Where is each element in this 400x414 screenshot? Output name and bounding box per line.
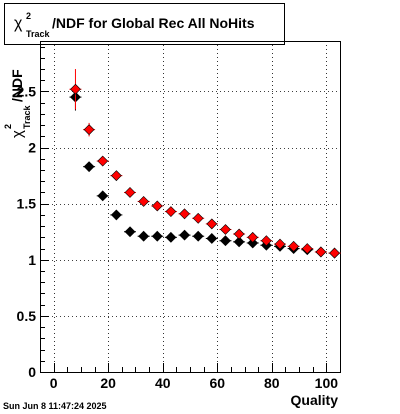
data-point [138,230,150,242]
plot-frame [40,41,341,373]
data-point [192,212,204,224]
y-tick-label: 0.5 [17,308,37,324]
data-point [138,196,150,207]
y-tick-label: 2.5 [17,83,37,99]
data-point [260,235,272,247]
data-point [329,247,340,259]
title-symbol: χ [14,15,23,32]
title-superscript: 2 [26,11,31,21]
y-tick-label: 1.5 [17,196,37,212]
data-marks [69,69,341,259]
data-point [70,83,81,95]
data-point [151,200,163,212]
data-point [83,124,95,136]
data-point [247,237,259,249]
title-subscript: Track [26,29,51,39]
svg-text:χ: χ [9,130,26,138]
footer-timestamp: Sun Jun 8 11:47:24 2025 [3,401,107,411]
x-tick-label: 100 [315,375,339,391]
data-point [247,231,259,243]
data-point [274,238,286,250]
data-point [83,161,95,173]
y-tick-label: 0 [28,364,36,380]
data-point [179,229,190,241]
data-point [165,206,177,217]
data-point [220,224,231,235]
data-point [233,236,245,248]
data-point [124,226,136,238]
data-point [151,230,163,242]
data-point [97,155,109,167]
data-point [110,209,122,221]
data-point [206,233,218,244]
data-point [315,246,327,258]
data-point [179,208,190,220]
data-point [124,187,136,198]
title-rest: /NDF for Global Rec All NoHits [52,15,255,31]
data-point [233,228,245,240]
data-point [206,218,218,230]
grid [40,41,340,372]
data-point [97,190,109,202]
x-tick-label: 60 [209,375,225,391]
x-axis-title: Quality [291,392,339,408]
title-box [4,3,285,45]
data-point [288,240,300,252]
y-tick-label: 1 [28,252,36,268]
y-title-superscript: 2 [3,124,13,129]
axes: 0 20 40 60 80 100 0 0.5 1 1.5 2 2.5 [17,47,341,391]
data-point [165,231,177,243]
data-point [192,230,204,242]
y-title-subscript: Track [22,104,32,129]
x-tick-label: 20 [100,375,116,391]
y-tick-label: 2 [28,140,36,156]
y-axis-title: χ 2 Track /NDF [3,69,32,138]
data-point [301,243,313,255]
x-tick-label: 40 [155,375,171,391]
y-title-symbol: χ [9,130,26,138]
data-point [110,170,122,182]
x-tick-label: 0 [50,375,58,391]
x-tick-label: 80 [264,375,280,391]
y-title-rest: /NDF [9,69,25,102]
chart-title: χ [14,15,23,32]
data-point [220,235,231,247]
